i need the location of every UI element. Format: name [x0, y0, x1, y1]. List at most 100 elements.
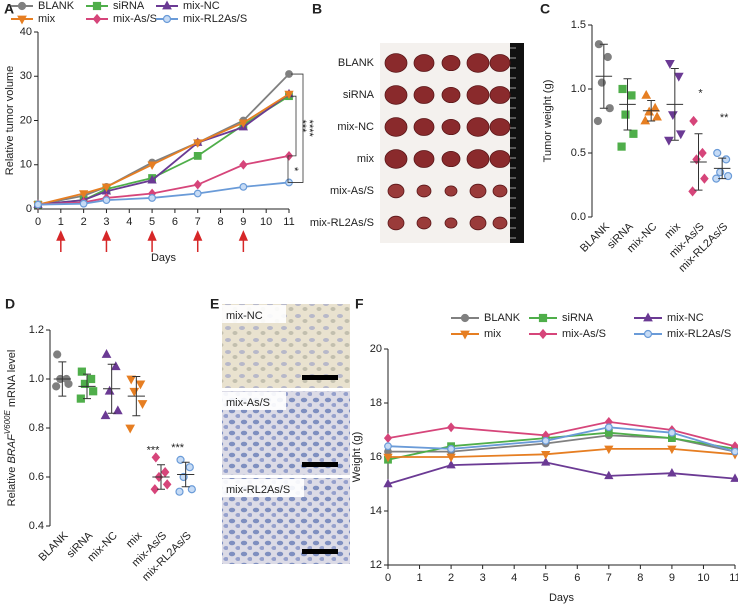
injection-arrow [56, 230, 66, 252]
marker [665, 59, 675, 69]
marker [629, 129, 638, 138]
tumor [489, 86, 511, 104]
marker [193, 189, 202, 198]
marker [383, 433, 393, 443]
label-box [222, 392, 286, 410]
y-tick-label: 0.5 [571, 147, 586, 159]
tumor [413, 54, 435, 72]
y-tick-label: 0.8 [29, 422, 44, 434]
marker [723, 171, 733, 181]
marker [89, 387, 98, 396]
marker [538, 328, 548, 340]
tumor [413, 86, 435, 104]
marker [541, 436, 550, 445]
legend-label: mix-As/S [562, 328, 606, 340]
x-tick-label: 1 [416, 572, 422, 584]
y-tick-label: 1.2 [29, 324, 44, 336]
x-tick-label: 0 [385, 572, 391, 584]
marker [617, 142, 626, 151]
panel-letter: B [312, 1, 322, 17]
marker [238, 119, 249, 128]
significance-label: *** [296, 120, 308, 134]
marker [667, 111, 678, 121]
y-tick-label: 20 [370, 343, 382, 355]
legend-label: mix [38, 13, 56, 25]
y-tick-label: 1.0 [29, 373, 44, 385]
marker [650, 102, 660, 112]
marker [593, 116, 603, 126]
y-tick-label: 10 [20, 159, 32, 171]
label-box [222, 479, 304, 497]
sd-bar [623, 78, 632, 131]
marker [101, 183, 112, 193]
x-tick-label: 4 [126, 216, 132, 228]
legend-label: mix [484, 328, 502, 340]
marker [137, 400, 148, 409]
marker [603, 52, 612, 62]
image-label: mix-RL2As/S [226, 484, 290, 496]
y-tick-label: 16 [370, 451, 382, 463]
image-label: mix-As/S [226, 397, 270, 409]
marker [80, 379, 90, 388]
x-tick-label: BLANK [578, 220, 612, 254]
series-line [37, 93, 290, 206]
tumor [384, 149, 408, 169]
y-tick-label: 0.6 [29, 471, 44, 483]
y-axis-label: Relative tumor volume [4, 66, 16, 175]
x-tick-label: 1 [58, 216, 64, 228]
sd-bar [694, 133, 703, 191]
sd-bar [83, 373, 91, 400]
panel-letter: A [4, 1, 14, 17]
x-tick-label: 8 [637, 572, 643, 584]
tumor [466, 85, 490, 105]
marker [87, 374, 96, 384]
tumor [469, 215, 487, 231]
marker [652, 111, 662, 121]
marker [447, 422, 456, 433]
marker [110, 361, 121, 371]
marker [101, 349, 112, 358]
y-tick-label: 40 [20, 26, 32, 38]
marker [383, 478, 393, 488]
tumor [384, 85, 408, 105]
x-tick-label: BLANK [37, 529, 71, 563]
marker [193, 139, 203, 148]
series-line [387, 461, 736, 485]
marker [150, 484, 160, 495]
sd-bar [599, 43, 608, 109]
marker [92, 1, 102, 11]
legend-label: mix-NC [183, 0, 220, 12]
injection-arrow [101, 230, 112, 252]
marker [538, 313, 548, 323]
tumor [441, 118, 461, 136]
marker [34, 200, 42, 209]
x-tick-label: 10 [697, 572, 709, 584]
marker [541, 457, 551, 466]
tumor [492, 216, 508, 230]
marker [147, 161, 157, 170]
y-axis-label: Relative BRAFV600E mRNA level [3, 350, 18, 507]
significance-label: *** [147, 445, 161, 457]
marker [77, 367, 86, 376]
marker [100, 410, 111, 420]
tumor [489, 150, 511, 168]
marker [621, 110, 630, 119]
x-tick-label: 3 [103, 216, 109, 228]
marker [162, 14, 172, 24]
tumor [466, 149, 490, 169]
x-tick-label: 5 [543, 572, 549, 584]
x-tick-label: mix [124, 529, 145, 550]
marker [193, 152, 202, 160]
marker [667, 445, 677, 455]
sd-bar [58, 361, 67, 397]
x-tick-label: 9 [240, 216, 246, 228]
marker [689, 115, 698, 127]
sd-bar [157, 464, 165, 490]
legend-label: BLANK [484, 312, 521, 324]
marker [148, 194, 156, 202]
x-axis-label: Days [549, 592, 575, 604]
marker [284, 90, 294, 100]
legend-label: mix-RL2As/S [183, 13, 247, 25]
y-axis-label: Weight (g) [351, 432, 363, 483]
marker [730, 473, 738, 482]
